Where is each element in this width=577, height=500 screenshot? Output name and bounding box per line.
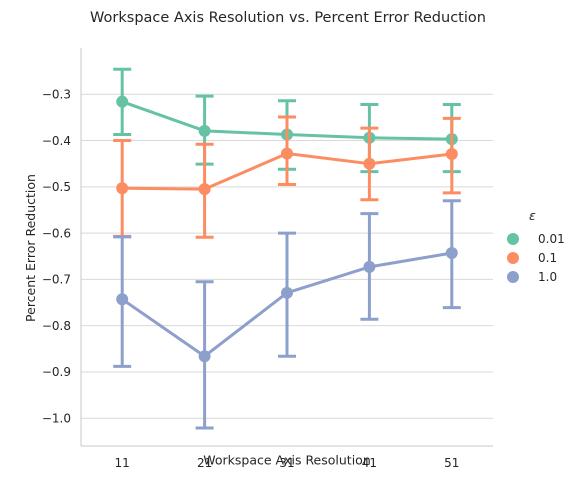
x-tick-label: 31: [279, 456, 294, 470]
y-tick-label: −0.3: [42, 87, 71, 101]
legend-item: 0.1: [507, 251, 557, 265]
x-tick-labels: 11 21 31 41 51: [115, 456, 460, 470]
data-point: [445, 147, 458, 160]
x-tick-label: 11: [115, 456, 130, 470]
data-point: [198, 350, 211, 363]
x-tick-label: 21: [197, 456, 212, 470]
y-tick-label: −0.7: [42, 273, 71, 287]
y-tick-label: −0.4: [42, 134, 71, 148]
x-axis-label: Workspace Axis Resolution: [203, 452, 371, 467]
legend: ε 0.01 0.1 1.0: [507, 208, 565, 284]
legend-marker: [507, 252, 519, 264]
y-axis-label: Percent Error Reduction: [23, 174, 38, 322]
y-tick-label: −0.5: [42, 180, 71, 194]
chart-title: Workspace Axis Resolution vs. Percent Er…: [90, 10, 486, 26]
data-point: [116, 182, 129, 195]
legend-label: 0.01: [538, 232, 565, 246]
legend-marker: [507, 233, 519, 245]
y-tick-label: −1.0: [42, 411, 71, 425]
data-point: [363, 157, 376, 170]
data-point: [198, 124, 211, 137]
y-tick-label: −0.6: [42, 226, 71, 240]
series-group: [113, 67, 461, 430]
y-tick-label: −0.8: [42, 319, 71, 333]
legend-marker: [507, 271, 519, 283]
legend-item: 0.01: [507, 232, 565, 246]
y-tick-labels: −0.3 −0.4 −0.5 −0.6 −0.7 −0.8 −0.9 −1.0: [42, 87, 71, 425]
data-point: [363, 260, 376, 273]
legend-title: ε: [529, 208, 536, 223]
data-point: [281, 147, 293, 160]
x-tick-label: 51: [444, 456, 459, 470]
y-tick-label: −0.9: [42, 365, 71, 379]
series-0.1: [113, 115, 461, 239]
legend-label: 0.1: [538, 251, 557, 265]
x-tick-label: 41: [362, 456, 377, 470]
data-point: [198, 183, 211, 196]
data-point: [116, 95, 129, 108]
data-point: [445, 247, 458, 260]
series-1.0: [113, 199, 461, 430]
data-point: [116, 293, 129, 306]
data-point: [281, 286, 293, 299]
legend-label: 1.0: [538, 270, 557, 284]
legend-item: 1.0: [507, 270, 557, 284]
